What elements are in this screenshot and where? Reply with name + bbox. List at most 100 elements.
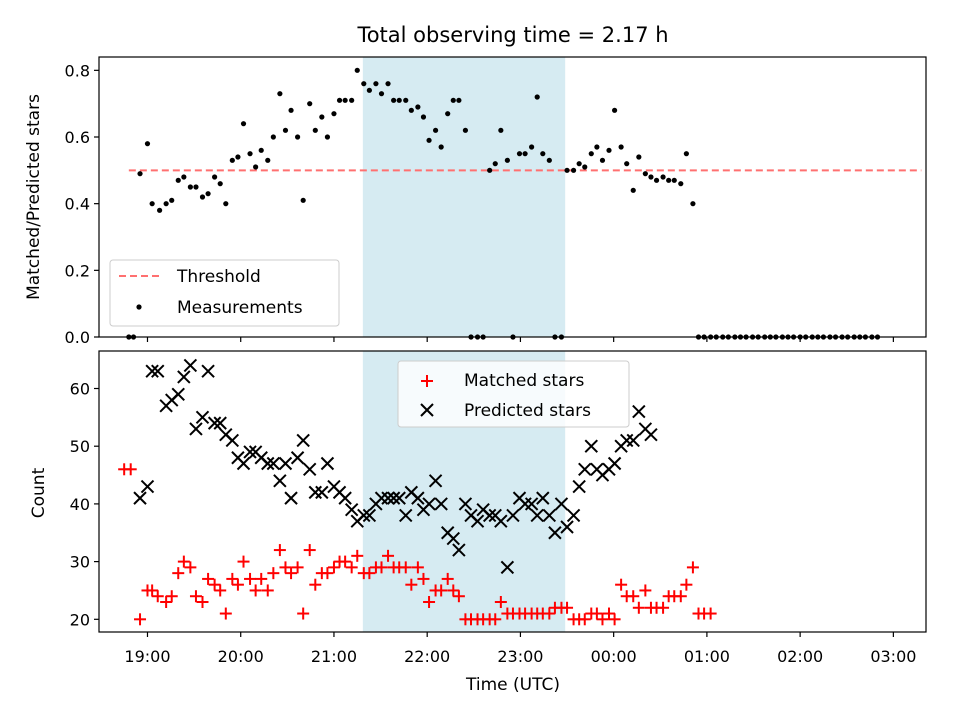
- ytick-label: 60: [70, 380, 90, 399]
- matched-stars-point: [382, 549, 395, 562]
- matched-stars-point: [279, 561, 292, 574]
- measurement-point: [163, 201, 169, 207]
- matched-stars-point: [590, 607, 603, 620]
- measurement-point: [270, 134, 276, 140]
- matched-stars-point: [405, 578, 418, 591]
- measurement-point: [307, 101, 313, 107]
- ytick-label: 40: [70, 495, 90, 514]
- measurement-point: [408, 107, 414, 113]
- matched-stars-point: [423, 595, 436, 608]
- matched-stars-point: [363, 567, 376, 580]
- measurement-point: [683, 151, 689, 157]
- measurement-point: [522, 151, 528, 157]
- matched-stars-point: [124, 463, 137, 476]
- predicted-stars-point: [542, 508, 557, 523]
- measurement-point: [678, 181, 684, 187]
- predicted-stars-point: [290, 451, 305, 465]
- matched-stars-point: [321, 567, 334, 580]
- ytick-label: 0.0: [65, 328, 90, 347]
- xtick-label: 20:00: [218, 647, 264, 666]
- matched-stars-point: [134, 613, 147, 626]
- measurement-point: [391, 97, 397, 103]
- predicted-stars-point: [411, 491, 425, 505]
- measurement-point: [336, 97, 343, 103]
- predicted-stars-point: [626, 433, 640, 448]
- predicted-stars-point: [183, 358, 198, 373]
- matched-stars-point: [196, 595, 209, 608]
- ytick-label: 50: [70, 437, 90, 456]
- predicted-stars-point: [213, 416, 227, 430]
- measurement-point: [570, 167, 577, 173]
- matched-stars-point: [602, 607, 615, 620]
- matched-stars-point: [151, 590, 164, 603]
- measurement-point: [199, 194, 206, 200]
- measurement-point: [378, 91, 385, 97]
- predicted-stars-point: [236, 456, 251, 471]
- predicted-stars-point: [303, 462, 317, 476]
- matched-stars-point: [291, 561, 304, 574]
- measurement-point: [588, 151, 594, 157]
- measurement-point: [529, 144, 535, 150]
- matched-stars-point: [632, 601, 645, 614]
- matched-stars-point: [231, 578, 244, 591]
- matched-stars-point: [267, 567, 280, 580]
- predicted-stars-point: [151, 364, 165, 378]
- measurement-point: [462, 127, 469, 133]
- predicted-stars-point: [381, 491, 395, 505]
- measurement-point: [385, 81, 391, 87]
- matched-stars-point: [411, 561, 424, 574]
- xtick-label: 22:00: [404, 647, 450, 666]
- measurement-point: [445, 111, 451, 117]
- matched-stars-point: [226, 572, 239, 585]
- predicted-stars-point: [566, 508, 581, 523]
- measurement-point: [582, 164, 588, 170]
- measurement-point: [144, 141, 151, 147]
- predicted-stars-point: [458, 497, 473, 511]
- measurement-point: [456, 97, 462, 103]
- matched-stars-point: [189, 590, 202, 603]
- predicted-stars-point: [278, 456, 293, 471]
- measurement-point: [576, 161, 582, 167]
- measurement-point: [169, 197, 175, 203]
- matched-stars-point: [351, 549, 364, 562]
- matched-stars-point: [339, 555, 352, 568]
- matched-stars-point: [704, 607, 717, 620]
- ytick-label: 0.6: [65, 128, 90, 147]
- measurement-point: [175, 177, 181, 183]
- matched-stars-point: [249, 584, 262, 597]
- matched-stars-point: [543, 607, 556, 620]
- measurement-point: [648, 174, 654, 180]
- measurement-point: [671, 177, 677, 183]
- measurement-point: [193, 184, 199, 190]
- predicted-stars-point: [357, 508, 371, 523]
- measurement-point: [594, 144, 600, 150]
- measurement-point: [361, 81, 367, 87]
- measurement-point: [403, 97, 409, 103]
- matched-stars-point: [657, 601, 670, 614]
- ytick-label: 30: [70, 553, 90, 572]
- matched-stars-point: [441, 572, 454, 585]
- measurement-point: [487, 167, 493, 173]
- predicted-stars-point: [386, 491, 401, 505]
- measurement-point: [492, 161, 498, 167]
- measurement-point: [432, 127, 439, 133]
- legend-count: Matched stars Predicted stars: [397, 360, 630, 428]
- predicted-stars-point: [607, 456, 622, 471]
- predicted-stars-point: [560, 520, 574, 534]
- observing-span-ratio: [362, 57, 566, 337]
- measurement-point: [396, 97, 402, 103]
- ytick-label: 0.4: [65, 195, 90, 214]
- predicted-stars-point: [644, 427, 658, 442]
- predicted-stars-point: [308, 485, 323, 500]
- legend-predicted-label: Predicted stars: [464, 401, 591, 421]
- measurement-point: [258, 147, 264, 153]
- measurement-point: [420, 114, 427, 120]
- matched-stars-point: [309, 578, 322, 591]
- measurement-point: [312, 127, 318, 133]
- predicted-stars-point: [145, 364, 159, 378]
- measurement-point: [235, 154, 241, 160]
- matched-stars-point: [165, 590, 178, 603]
- matched-stars-point: [208, 578, 221, 591]
- legend-ratio: Threshold Measurements: [109, 259, 340, 327]
- matched-stars-point: [297, 607, 310, 620]
